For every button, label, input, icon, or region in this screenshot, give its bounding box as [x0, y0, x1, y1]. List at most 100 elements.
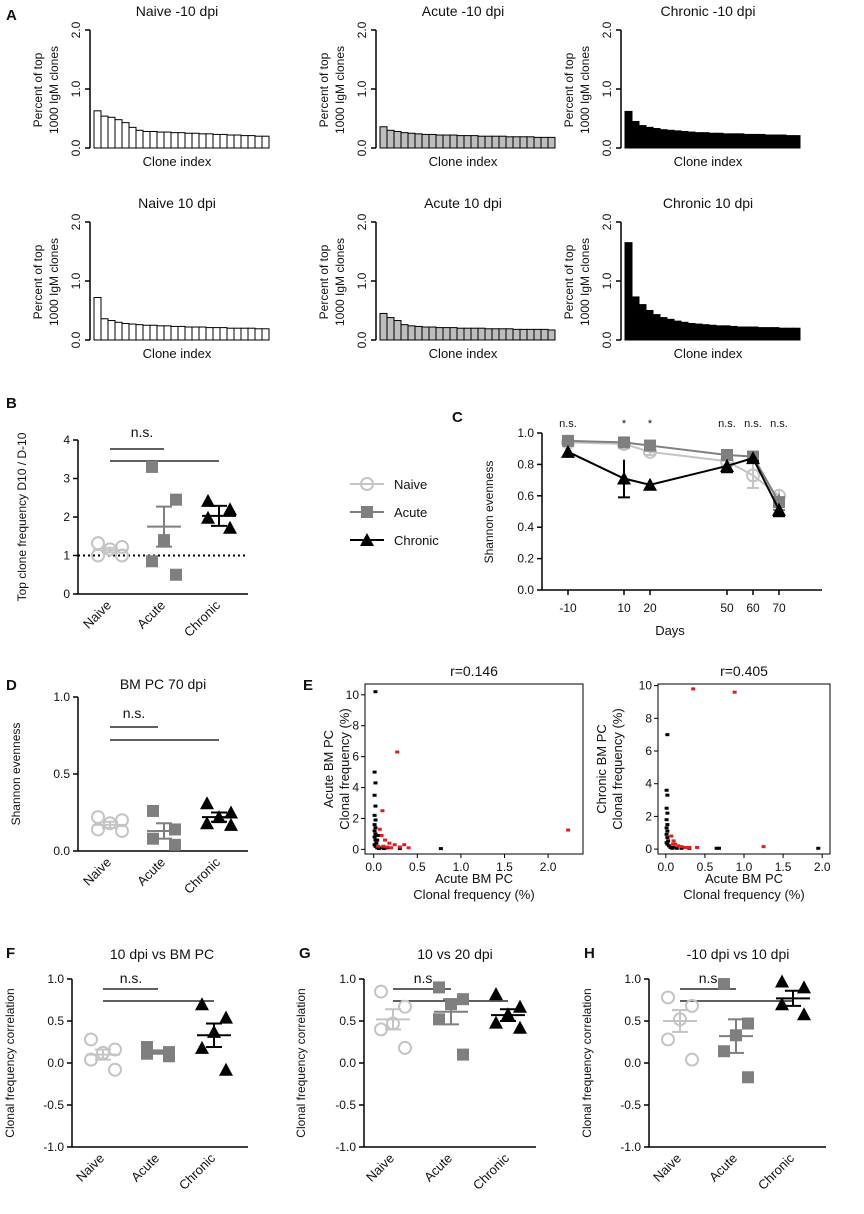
bar — [261, 328, 270, 341]
point-chronic — [489, 1015, 503, 1029]
y-tick-label: 1.0 — [600, 80, 614, 97]
clone-point — [376, 847, 381, 851]
y-tick-label: 1.0 — [47, 972, 64, 986]
point-chronic — [207, 1024, 221, 1038]
bar — [170, 132, 179, 149]
panel-title: r=0.405 — [720, 663, 768, 679]
point-acute — [433, 981, 445, 994]
bar — [456, 135, 465, 149]
y-tick-label: 8 — [645, 711, 652, 725]
y-tick-label: 0.0 — [339, 1056, 356, 1070]
x-tick-label: 70 — [772, 601, 786, 615]
y-tick-label: 6 — [645, 744, 652, 758]
bar — [722, 133, 731, 149]
y-axis-label: Top clone frequency D10 / D-10 — [15, 432, 29, 601]
point-chronic — [195, 997, 209, 1011]
bar — [785, 135, 794, 149]
x-tick-label: Naive — [80, 598, 114, 632]
bar — [121, 122, 130, 149]
clone-point — [372, 813, 377, 817]
y-tick-label: 2.0 — [600, 213, 614, 230]
bar — [778, 134, 787, 149]
point-chronic — [223, 520, 237, 534]
bar — [729, 325, 738, 341]
panel-title: 10 vs 20 dpi — [417, 946, 493, 962]
x-axis-label: Days — [655, 623, 685, 638]
y-tick-label: 1.0 — [355, 272, 369, 289]
shared-clone-point — [402, 843, 407, 847]
clone-point — [373, 826, 378, 830]
bar — [638, 125, 647, 149]
bar — [435, 327, 444, 341]
x-tick-label: Acute — [134, 598, 168, 632]
clone-point — [665, 793, 670, 797]
y-tick-label: -1.0 — [335, 1140, 356, 1154]
bar — [512, 328, 521, 341]
bar — [142, 324, 151, 341]
bar — [463, 327, 472, 341]
bar — [659, 129, 668, 149]
y-tick-label: 0.5 — [47, 1014, 64, 1028]
bar — [414, 325, 423, 341]
x-tick-label: Chronic — [181, 597, 224, 640]
bar — [254, 328, 263, 341]
y-tick-label: 0.0 — [69, 139, 83, 156]
bar — [170, 325, 179, 341]
y-tick-label: 1.0 — [355, 80, 369, 97]
x-axis-label: Clone index — [674, 154, 743, 169]
bar — [771, 134, 780, 149]
bar — [715, 325, 724, 341]
point-chronic — [797, 1007, 811, 1021]
point-chronic — [561, 444, 575, 458]
bar — [736, 326, 745, 341]
shared-clone-point — [397, 845, 402, 849]
clone-point — [666, 844, 671, 848]
clone-point — [375, 838, 380, 842]
shared-clone-point — [389, 846, 394, 850]
point-acute — [644, 439, 656, 452]
panel-label-a: A — [6, 7, 17, 24]
y-tick-label: 0.0 — [624, 1056, 641, 1070]
bar — [631, 120, 640, 149]
point-chronic — [212, 810, 226, 824]
clone-point — [664, 806, 669, 810]
point-naive — [661, 1032, 675, 1047]
bar — [240, 135, 249, 149]
y-tick-label: 0.0 — [69, 331, 83, 348]
x-tick-label: 1.5 — [775, 860, 792, 874]
clone-point — [664, 826, 669, 830]
series-line-chronic — [567, 450, 780, 511]
clone-point — [666, 839, 671, 843]
bar — [393, 130, 402, 149]
y-tick-label: 0.0 — [600, 139, 614, 156]
bar — [177, 132, 186, 149]
point-naive — [398, 999, 412, 1014]
point-naive — [108, 1062, 122, 1077]
y-axis-label: 1000 IgM clones — [333, 46, 347, 134]
point-acute — [730, 1029, 742, 1042]
shared-clone-point — [732, 690, 737, 694]
point-chronic — [772, 502, 786, 516]
x-axis-label: Acute BM PC — [435, 871, 513, 886]
point-naive — [115, 823, 129, 838]
point-acute — [169, 838, 181, 851]
bar — [526, 328, 535, 341]
point-chronic — [643, 477, 657, 491]
point-acute — [618, 436, 630, 449]
significance-label: n.s. — [744, 418, 762, 430]
shared-clone-point — [679, 845, 684, 849]
significance-label: n.s. — [770, 418, 788, 430]
y-axis-label: 1000 IgM clones — [47, 238, 61, 326]
x-tick-label: 60 — [746, 601, 760, 615]
bar — [484, 135, 493, 149]
point-naive — [374, 984, 388, 999]
shared-clone-point — [566, 828, 571, 832]
point-naive — [91, 548, 105, 563]
clone-point — [665, 836, 670, 840]
point-naive — [673, 1012, 687, 1027]
point-acute — [433, 1013, 445, 1026]
clone-point — [816, 846, 821, 850]
clone-point — [373, 804, 378, 808]
point-acute — [169, 823, 181, 836]
clone-point — [379, 846, 384, 850]
